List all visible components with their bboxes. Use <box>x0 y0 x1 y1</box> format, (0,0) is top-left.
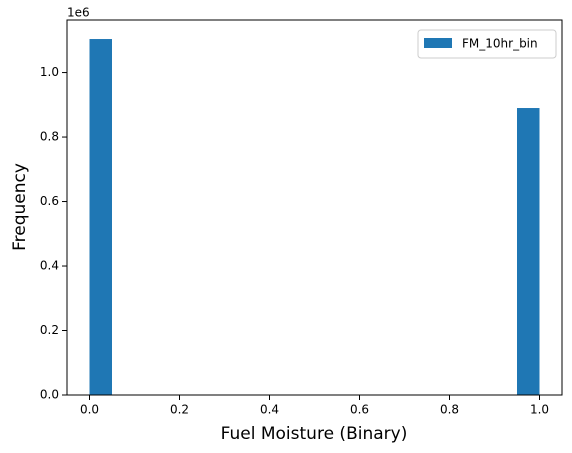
y-offset-label: 1e6 <box>67 6 90 20</box>
histogram-bar <box>517 108 540 395</box>
x-tick-label: 0.0 <box>80 403 99 417</box>
x-tick-label: 0.6 <box>350 403 369 417</box>
y-tick-label: 0.4 <box>40 259 59 273</box>
x-tick-label: 0.2 <box>170 403 189 417</box>
legend-label: FM_10hr_bin <box>462 37 538 51</box>
x-tick-label: 0.4 <box>260 403 279 417</box>
legend-swatch <box>424 38 452 48</box>
y-tick-label: 0.0 <box>40 388 59 402</box>
y-tick-label: 0.8 <box>40 130 59 144</box>
x-axis-label: Fuel Moisture (Binary) <box>221 424 408 444</box>
x-tick-label: 1.0 <box>530 403 549 417</box>
y-tick-label: 0.6 <box>40 194 59 208</box>
y-axis-label: Frequency <box>10 163 30 251</box>
axes-frame <box>66 19 563 396</box>
x-tick-label: 0.8 <box>440 403 459 417</box>
legend-box <box>417 29 557 59</box>
y-tick-label: 1.0 <box>40 65 59 79</box>
y-tick-label: 0.2 <box>40 323 59 337</box>
histogram-bar <box>89 39 112 395</box>
